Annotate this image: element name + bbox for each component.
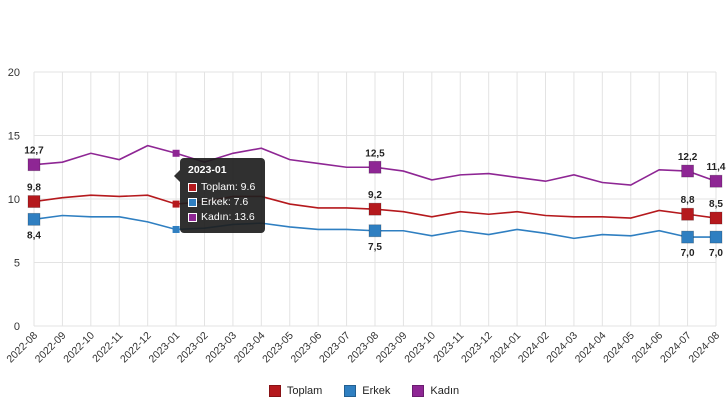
data-label: 12,5 — [365, 148, 385, 159]
x-tick-label: 2023-10 — [402, 330, 438, 366]
data-label: 8,5 — [709, 199, 723, 210]
data-label: 7,0 — [709, 248, 723, 259]
legend-item-kadin[interactable]: Kadın — [412, 385, 459, 397]
y-tick-label: 5 — [14, 258, 20, 270]
data-point-marker — [681, 164, 694, 178]
legend-swatch-erkek — [344, 385, 357, 397]
tooltip-swatch-erkek — [188, 198, 197, 207]
legend-item-toplam[interactable]: Toplam — [268, 385, 323, 397]
tooltip-row-toplam: Toplam: 9.6 — [201, 181, 256, 193]
data-point-marker — [368, 160, 382, 174]
chart-legend: Toplam Erkek Kadın — [0, 385, 728, 397]
y-tick-label: 15 — [8, 131, 20, 143]
data-point-marker — [709, 174, 723, 188]
data-label: 7,5 — [368, 242, 382, 253]
data-point-marker — [368, 202, 382, 216]
data-label: 12,7 — [24, 146, 44, 157]
data-point-marker — [709, 230, 723, 244]
data-point-marker — [681, 230, 694, 244]
legend-swatch-kadin — [412, 385, 425, 397]
legend-label-erkek: Erkek — [362, 385, 391, 397]
data-point-marker — [27, 158, 41, 172]
data-label: 9,2 — [368, 190, 382, 201]
chart-tooltip: 2023-01 Toplam: 9.6 Erkek: 7.6 Kadın: 13… — [174, 158, 265, 233]
hover-point — [172, 225, 180, 233]
data-point-marker — [27, 195, 41, 208]
data-label: 8,8 — [681, 195, 695, 206]
tooltip-swatch-kadin — [188, 213, 197, 222]
tooltip-title: 2023-01 — [188, 164, 227, 176]
data-label: 7,0 — [681, 248, 695, 259]
legend-label-kadin: Kadın — [430, 385, 460, 397]
tooltip-row-erkek: Erkek: 7.6 — [201, 196, 249, 208]
hover-point — [172, 200, 180, 208]
x-tick-label: 2022-10 — [61, 330, 97, 366]
data-point-marker — [681, 207, 694, 221]
y-tick-label: 10 — [8, 194, 20, 206]
data-point-marker — [709, 211, 723, 225]
line-chart: 051015202022-082022-092022-102022-112022… — [4, 67, 726, 366]
tooltip-swatch-toplam — [188, 183, 197, 192]
y-tick-label: 0 — [14, 321, 20, 333]
hover-point — [172, 149, 180, 157]
data-label: 9,8 — [27, 183, 41, 194]
legend-swatch-toplam — [268, 385, 281, 397]
y-tick-label: 20 — [8, 67, 20, 79]
legend-label-toplam: Toplam — [286, 385, 323, 397]
legend-item-erkek[interactable]: Erkek — [344, 385, 390, 397]
x-tick-label: 2024-08 — [686, 330, 722, 366]
data-label: 12,2 — [678, 152, 698, 163]
tooltip-row-kadin: Kadın: 13.6 — [201, 211, 255, 223]
data-point-marker — [27, 212, 41, 226]
data-label: 11,4 — [707, 162, 726, 173]
data-point-marker — [368, 224, 382, 238]
data-label: 8,4 — [27, 230, 41, 241]
